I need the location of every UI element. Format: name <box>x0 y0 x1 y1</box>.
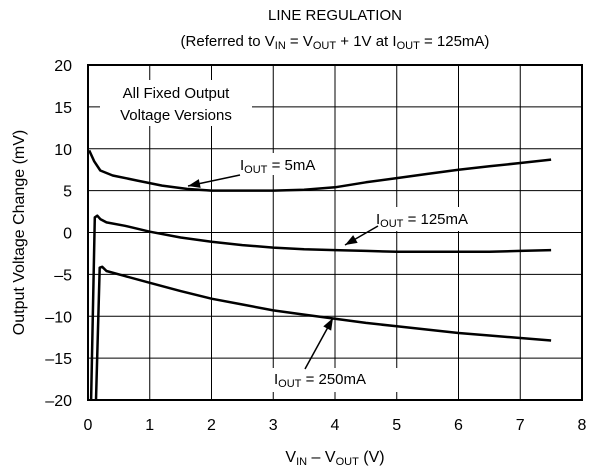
inset-label-background <box>100 80 252 126</box>
series-2-arrow-head <box>345 235 358 245</box>
y-tick-label: –15 <box>45 351 72 368</box>
series-label-5ma: IOUT = 5mA <box>240 157 315 176</box>
y-tick-label: 0 <box>63 226 72 243</box>
series-3-arrow-head <box>323 318 333 331</box>
series-line-1 <box>88 149 552 192</box>
series-label-125ma: IOUT = 125mA <box>376 211 468 230</box>
chart-title: LINE REGULATION <box>268 7 402 24</box>
series-group <box>88 149 552 401</box>
x-tick-label: 0 <box>84 417 93 434</box>
x-tick-label: 4 <box>331 417 340 434</box>
inset-label-line-1: All Fixed Output <box>123 85 231 102</box>
x-tick-label: 2 <box>207 417 216 434</box>
y-tick-label: 20 <box>54 58 72 75</box>
x-axis-label: VIN – VOUT (V) <box>285 449 384 468</box>
x-tick-label: 8 <box>578 417 587 434</box>
series-3-label-background <box>272 368 400 392</box>
tick-labels: 0 1 2 3 4 5 6 7 8 20 15 10 5 0 –5 –10 –15 –20 <box>45 58 586 434</box>
plot-frame <box>87 64 583 401</box>
axis-labels: VIN – VOUT (V) Output Voltage Change (mV) <box>11 130 385 468</box>
series-line-3 <box>94 265 552 401</box>
x-tick-label: 1 <box>145 417 154 434</box>
series-line-2 <box>89 214 552 401</box>
series-2-label-background <box>374 207 508 231</box>
y-tick-label: –20 <box>45 393 72 410</box>
chart-subtitle: (Referred to VIN = VOUT + 1V at IOUT = 1… <box>181 33 490 52</box>
x-tick-label: 3 <box>269 417 278 434</box>
y-tick-label: 10 <box>54 142 72 159</box>
series-1-label-background <box>238 153 330 175</box>
y-axis-label: Output Voltage Change (mV) <box>11 130 28 335</box>
y-tick-label: 5 <box>63 184 72 201</box>
y-tick-label: –10 <box>45 309 72 326</box>
y-tick-label: 15 <box>54 100 72 117</box>
x-tick-label: 7 <box>516 417 525 434</box>
annotations: All Fixed Output Voltage Versions IOUT = 5… <box>120 85 508 392</box>
grid <box>87 64 583 401</box>
series-label-250ma: IOUT = 250mA <box>274 371 366 390</box>
y-tick-label: –5 <box>54 267 72 284</box>
x-tick-label: 5 <box>392 417 401 434</box>
x-tick-label: 6 <box>454 417 463 434</box>
chart-title-group: LINE REGULATION (Referred to VIN = VOUT +… <box>181 7 490 52</box>
series-1-arrow-head <box>188 179 201 188</box>
inset-label-line-2: Voltage Versions <box>120 107 232 124</box>
